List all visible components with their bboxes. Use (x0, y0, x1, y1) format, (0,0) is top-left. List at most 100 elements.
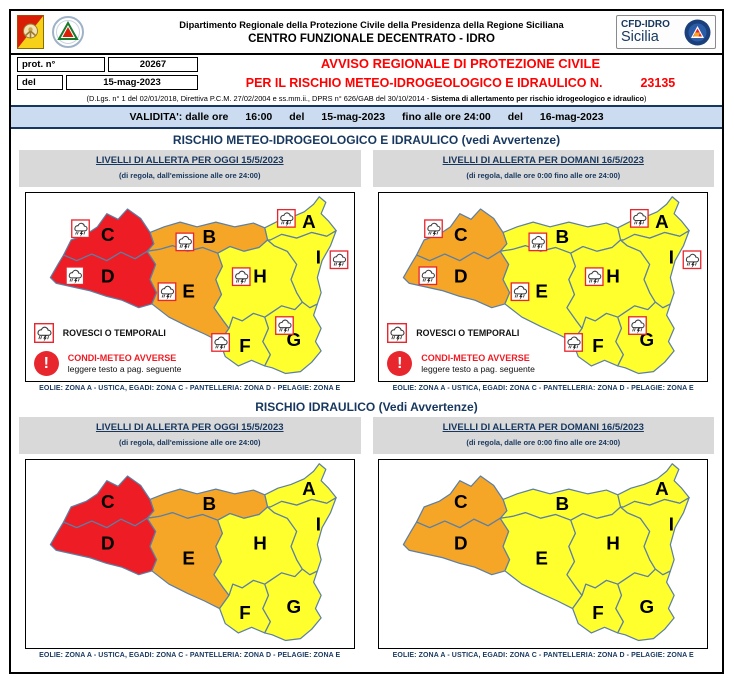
rain-shower-thunder-icon (387, 322, 408, 344)
svg-text:B: B (556, 493, 570, 514)
regulation-reference-suffix: ) (643, 94, 647, 103)
notice-number: 23135 (640, 76, 676, 90)
panel-header-subtitle: (di regola, dall'emissione alle ore 24:0… (119, 438, 261, 447)
validity-del1: del (289, 111, 305, 123)
regulation-reference-bold: Sistema di allertamento per rischio idro… (431, 94, 644, 103)
svg-text:E: E (182, 547, 195, 568)
panel-header-title: LIVELLI DI ALLERTA PER OGGI 15/5/2023 (95, 155, 284, 166)
legend-storm-label: ROVESCI O TEMPORALI (62, 328, 166, 338)
svg-text:F: F (239, 602, 250, 623)
map-legend: ROVESCI O TEMPORALI ! CONDI-METEO AVVERS… (33, 322, 224, 376)
exclamation-alert-icon: ! (33, 351, 59, 376)
protezione-civile-nazionale-emblem-icon (52, 16, 84, 48)
legend-adverse-title: CONDI-METEO AVVERSE (421, 353, 530, 363)
section-title-meteo: RISCHIO METEO-IDROGEOLOGICO E IDRAULICO … (172, 133, 561, 147)
department-name: Dipartimento Regionale della Protezione … (179, 19, 564, 30)
notice-title-line2: PER IL RISCHIO METEO-IDROGEOLOGICO E IDR… (203, 76, 718, 90)
svg-text:H: H (606, 532, 620, 553)
exclamation-alert-icon: ! (387, 351, 413, 376)
idraulico-panel-oggi: LIVELLI DI ALLERTA PER OGGI 15/5/2023 (d… (19, 417, 361, 663)
svg-text:C: C (454, 224, 468, 245)
validity-end-label: fino alle ore 24:00 (402, 111, 491, 123)
svg-text:D: D (454, 532, 468, 553)
panel-header-domani: LIVELLI DI ALLERTA PER DOMANI 16/5/2023 … (372, 417, 714, 454)
svg-text:B: B (556, 226, 570, 247)
svg-text:F: F (239, 335, 250, 356)
document-header: Dipartimento Regionale della Protezione … (11, 11, 722, 55)
cfd-badge-line1: CFD-IDRO (621, 19, 670, 30)
panel-header-title: LIVELLI DI ALLERTA PER DOMANI 16/5/2023 (442, 422, 644, 433)
meteo-panel-oggi: LIVELLI DI ALLERTA PER OGGI 15/5/2023 (d… (19, 150, 361, 396)
idraulico-panel-domani: LIVELLI DI ALLERTA PER DOMANI 16/5/2023 … (372, 417, 714, 663)
svg-text:B: B (202, 493, 216, 514)
panel-header-title: LIVELLI DI ALLERTA PER OGGI 15/5/2023 (95, 422, 284, 433)
svg-text:E: E (536, 280, 549, 301)
panel-header-oggi: LIVELLI DI ALLERTA PER OGGI 15/5/2023 (d… (19, 150, 361, 187)
protocol-date-label: del (17, 75, 63, 90)
cfd-badge-line2: Sicilia (621, 29, 659, 45)
notice-title-line1: AVVISO REGIONALE DI PROTEZIONE CIVILE (320, 56, 601, 71)
validity-label: VALIDITA': dalle ore (129, 111, 229, 123)
svg-text:I: I (669, 514, 674, 535)
validity-bar: VALIDITA': dalle ore 16:00 del 15-mag-20… (11, 105, 722, 129)
legend-storm-label: ROVESCI O TEMPORALI (416, 328, 520, 338)
svg-text:A: A (302, 478, 316, 499)
svg-text:I: I (315, 247, 320, 268)
regione-siciliana-crest-icon (17, 15, 44, 49)
regulation-reference: (D.Lgs. n° 1 del 02/01/2018, Direttiva P… (11, 93, 722, 105)
svg-text:H: H (253, 265, 267, 286)
legend-adverse-title: CONDI-METEO AVVERSE (67, 353, 177, 363)
islands-zone-caption: EOLIE: ZONA A - USTICA, EGADI: ZONA C - … (39, 652, 341, 659)
svg-text:F: F (592, 602, 603, 623)
svg-text:D: D (101, 265, 115, 286)
rain-shower-thunder-icon (33, 322, 54, 344)
validity-start-date: 15-mag-2023 (321, 111, 386, 123)
meteo-panel-domani: LIVELLI DI ALLERTA PER DOMANI 16/5/2023 … (372, 150, 714, 396)
svg-text:I: I (669, 247, 674, 268)
svg-text:B: B (202, 226, 216, 247)
idraulico-panels: LIVELLI DI ALLERTA PER OGGI 15/5/2023 (d… (11, 417, 722, 663)
panel-header-domani: LIVELLI DI ALLERTA PER DOMANI 16/5/2023 … (372, 150, 714, 187)
validity-end-date: 16-mag-2023 (539, 111, 604, 123)
svg-text:C: C (101, 491, 115, 512)
svg-text:D: D (101, 532, 115, 553)
svg-text:A: A (655, 478, 669, 499)
svg-text:G: G (286, 596, 301, 617)
bulletin-frame: Dipartimento Regionale della Protezione … (9, 9, 724, 674)
islands-zone-caption: EOLIE: ZONA A - USTICA, EGADI: ZONA C - … (392, 652, 694, 659)
svg-text:C: C (101, 224, 115, 245)
islands-zone-caption: EOLIE: ZONA A - USTICA, EGADI: ZONA C - … (39, 385, 341, 392)
header-titles: Dipartimento Regionale della Protezione … (127, 20, 616, 45)
svg-text:D: D (454, 265, 468, 286)
protocol-date-value: 15-mag-2023 (66, 75, 198, 90)
panel-header-subtitle: (di regola, dalle ore 0:00 fino alle ore… (466, 438, 621, 447)
protocol-title-row: prot. n° 20267 del 15-mag-2023 AVVISO RE… (11, 55, 722, 93)
svg-text:H: H (606, 265, 620, 286)
svg-text:G: G (640, 596, 655, 617)
section-title-idraulico: RISCHIO IDRAULICO (Vedi Avvertenze) (255, 400, 478, 414)
protocol-number-value: 20267 (108, 57, 198, 72)
svg-text:I: I (315, 514, 320, 535)
svg-text:A: A (655, 211, 669, 232)
panel-header-oggi: LIVELLI DI ALLERTA PER OGGI 15/5/2023 (d… (19, 417, 361, 454)
svg-text:E: E (536, 547, 549, 568)
legend-adverse-note: leggere testo a pag. seguente (421, 364, 535, 374)
svg-text:A: A (302, 211, 316, 232)
cfd-emblem-icon (684, 19, 711, 45)
regulation-reference-prefix: (D.Lgs. n° 1 del 02/01/2018, Direttiva P… (86, 94, 432, 103)
map-legend: ROVESCI O TEMPORALI ! CONDI-METEO AVVERS… (387, 322, 577, 376)
header-logos (17, 15, 127, 49)
validity-start-time: 16:00 (245, 111, 273, 123)
svg-text:E: E (182, 280, 195, 301)
notice-title-block: AVVISO REGIONALE DI PROTEZIONE CIVILE PE… (203, 56, 718, 90)
notice-title-line2-text: PER IL RISCHIO METEO-IDROGEOLOGICO E IDR… (245, 76, 603, 90)
svg-text:F: F (592, 335, 603, 356)
